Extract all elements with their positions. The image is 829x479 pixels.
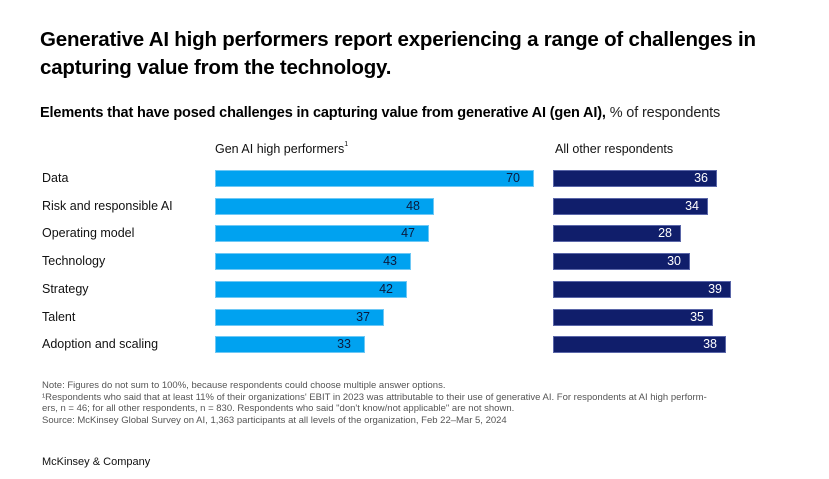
bar-all-others: 34: [553, 198, 708, 215]
source-line: Source: McKinsey Global Survey on AI, 1,…: [42, 414, 507, 426]
note-line: Note: Figures do not sum to 100%, becaus…: [42, 380, 446, 391]
series-header-all-others: All other respondents: [555, 142, 674, 156]
bar-high-performers: 37: [215, 309, 384, 326]
footnote-line: ers, n = 46; for all other respondents, …: [42, 403, 515, 415]
data-label: 70: [506, 171, 520, 185]
bar-high-performers: 42: [215, 281, 407, 298]
category-label: Data: [42, 171, 69, 185]
data-label: 47: [401, 226, 415, 240]
data-label: 33: [337, 337, 351, 351]
category-label: Talent: [42, 310, 76, 324]
chart-subtitle: Elements that have posed challenges in c…: [40, 105, 720, 121]
category-label: Strategy: [42, 282, 89, 296]
footnote-line: ¹Respondents who said that at least 11% …: [42, 391, 707, 403]
chart-title: Generative AI high performers report exp…: [40, 28, 756, 79]
series-header-label: Gen AI high performers: [215, 142, 345, 156]
series-header-high-performers: Gen AI high performers1: [215, 141, 349, 156]
footnote-marker: 1: [344, 141, 349, 148]
data-label: 35: [690, 310, 704, 324]
bar-all-others: 38: [553, 336, 726, 353]
brand-logo: McKinsey & Company: [42, 456, 151, 468]
data-label: 38: [703, 337, 717, 351]
bar-all-others: 30: [553, 253, 690, 270]
bar-high-performers: 70: [215, 170, 534, 187]
data-label: 28: [658, 226, 672, 240]
category-label: Technology: [42, 254, 106, 268]
bar-high-performers: 47: [215, 225, 429, 242]
bar-all-others: 35: [553, 309, 713, 326]
data-label: 37: [356, 310, 370, 324]
bar-all-others: 28: [553, 225, 681, 242]
category-label: Adoption and scaling: [42, 337, 159, 351]
bar-all-others: 36: [553, 170, 717, 187]
category-label: Operating model: [42, 226, 135, 240]
category-label: Risk and responsible AI: [42, 199, 173, 213]
bar-all-others: 39: [553, 281, 731, 298]
bar-high-performers: 48: [215, 198, 434, 215]
data-label: 39: [708, 282, 722, 296]
subtitle-unit: % of respondents: [605, 105, 721, 121]
data-label: 36: [694, 171, 708, 185]
bar-high-performers: 33: [215, 336, 365, 353]
data-label: 42: [379, 282, 393, 296]
data-label: 30: [667, 254, 681, 268]
footnotes: Note: Figures do not sum to 100%, becaus…: [42, 380, 802, 426]
data-label: 48: [406, 199, 420, 213]
data-label: 34: [685, 199, 699, 213]
subtitle-bold: Elements that have posed challenges in c…: [40, 105, 606, 121]
bar-high-performers: 43: [215, 253, 411, 270]
data-label: 43: [383, 254, 397, 268]
